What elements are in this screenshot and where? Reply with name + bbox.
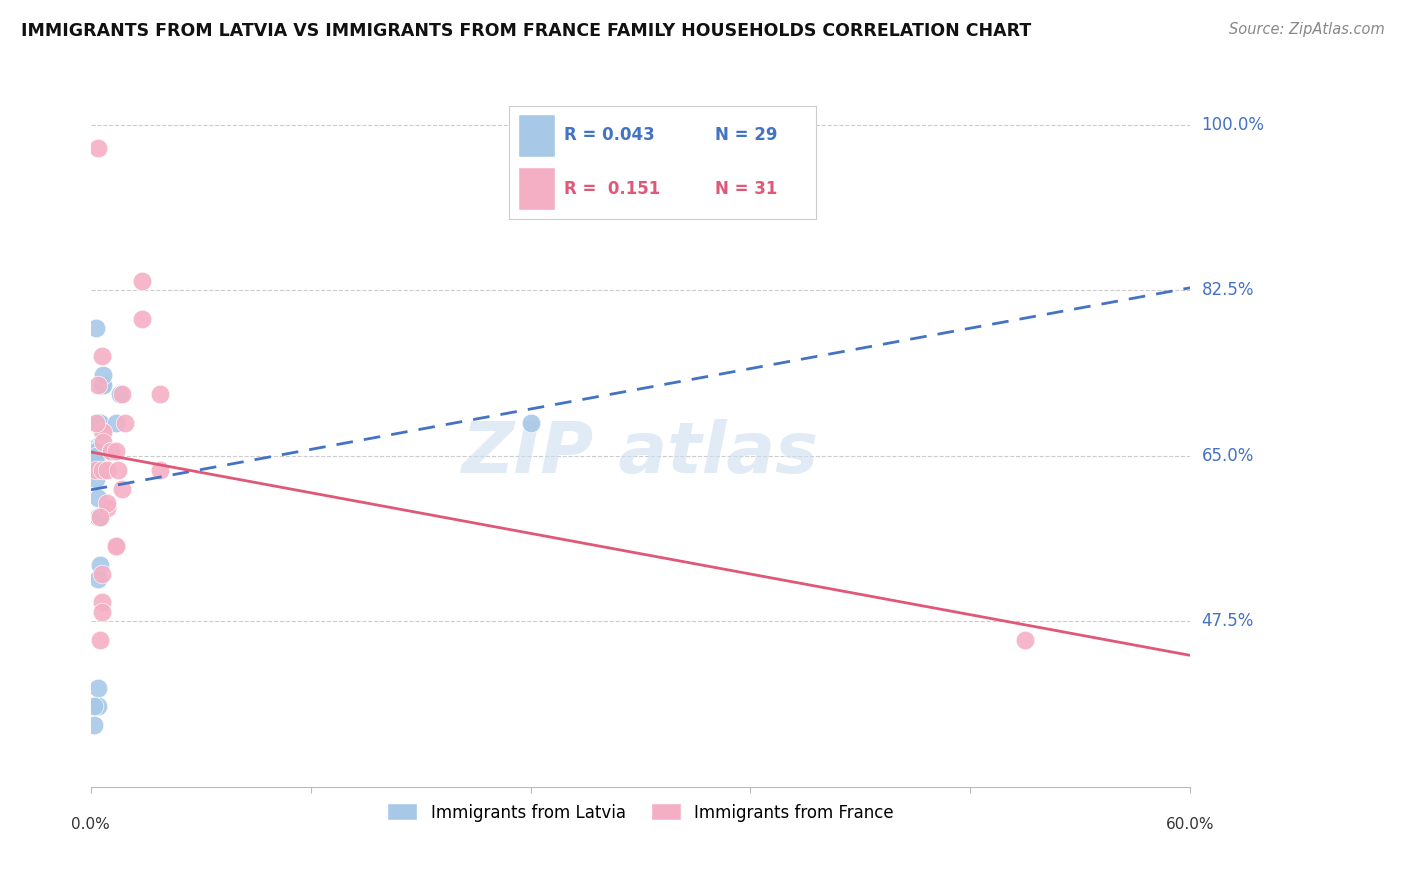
Point bbox=[90, 425, 112, 439]
Point bbox=[107, 463, 129, 477]
Point bbox=[93, 425, 115, 439]
Point bbox=[111, 387, 134, 401]
Text: ZIP atlas: ZIP atlas bbox=[463, 419, 820, 488]
Point bbox=[84, 444, 107, 458]
Legend: Immigrants from Latvia, Immigrants from France: Immigrants from Latvia, Immigrants from … bbox=[381, 797, 900, 828]
Point bbox=[83, 699, 105, 714]
Point bbox=[87, 491, 110, 506]
Point bbox=[87, 444, 110, 458]
Point bbox=[519, 416, 541, 430]
Point bbox=[84, 472, 107, 486]
Point bbox=[149, 463, 172, 477]
Point bbox=[90, 350, 112, 364]
Point bbox=[87, 377, 110, 392]
Point bbox=[1014, 633, 1036, 648]
Point bbox=[96, 496, 118, 510]
Point bbox=[96, 500, 118, 515]
Point bbox=[84, 449, 107, 463]
Point bbox=[105, 444, 128, 458]
Point bbox=[100, 444, 122, 458]
Point bbox=[87, 463, 110, 477]
Point bbox=[89, 633, 111, 648]
Point bbox=[84, 458, 107, 473]
Point bbox=[83, 718, 105, 732]
Point bbox=[93, 434, 115, 449]
Point bbox=[90, 463, 112, 477]
Point bbox=[89, 558, 111, 572]
Point bbox=[90, 605, 112, 619]
Point bbox=[87, 416, 110, 430]
Point bbox=[87, 572, 110, 586]
Point bbox=[93, 377, 115, 392]
Point bbox=[96, 463, 118, 477]
Point bbox=[90, 567, 112, 582]
Point bbox=[89, 439, 111, 453]
Point bbox=[90, 377, 112, 392]
Point bbox=[87, 699, 110, 714]
Point bbox=[105, 539, 128, 553]
Text: Source: ZipAtlas.com: Source: ZipAtlas.com bbox=[1229, 22, 1385, 37]
Point bbox=[105, 539, 128, 553]
Text: IMMIGRANTS FROM LATVIA VS IMMIGRANTS FROM FRANCE FAMILY HOUSEHOLDS CORRELATION C: IMMIGRANTS FROM LATVIA VS IMMIGRANTS FRO… bbox=[21, 22, 1032, 40]
Point bbox=[105, 416, 128, 430]
Point bbox=[89, 510, 111, 524]
Point bbox=[111, 482, 134, 496]
Text: 100.0%: 100.0% bbox=[1202, 116, 1264, 134]
Point bbox=[149, 387, 172, 401]
Text: 65.0%: 65.0% bbox=[1202, 447, 1254, 465]
Point bbox=[89, 510, 111, 524]
Point bbox=[87, 141, 110, 155]
Point bbox=[84, 463, 107, 477]
Point bbox=[89, 416, 111, 430]
Point bbox=[90, 595, 112, 609]
Point bbox=[131, 311, 153, 326]
Point bbox=[90, 434, 112, 449]
Point bbox=[84, 416, 107, 430]
Point bbox=[131, 274, 153, 288]
Point bbox=[87, 510, 110, 524]
Point bbox=[87, 439, 110, 453]
Point bbox=[100, 444, 122, 458]
Point bbox=[114, 416, 136, 430]
Point bbox=[108, 387, 131, 401]
Text: 82.5%: 82.5% bbox=[1202, 281, 1254, 299]
Point bbox=[84, 453, 107, 467]
Text: 0.0%: 0.0% bbox=[72, 817, 110, 832]
Point bbox=[84, 444, 107, 458]
Point bbox=[93, 368, 115, 383]
Point bbox=[84, 321, 107, 335]
Point bbox=[87, 681, 110, 695]
Text: 60.0%: 60.0% bbox=[1166, 817, 1215, 832]
Text: 47.5%: 47.5% bbox=[1202, 612, 1254, 631]
